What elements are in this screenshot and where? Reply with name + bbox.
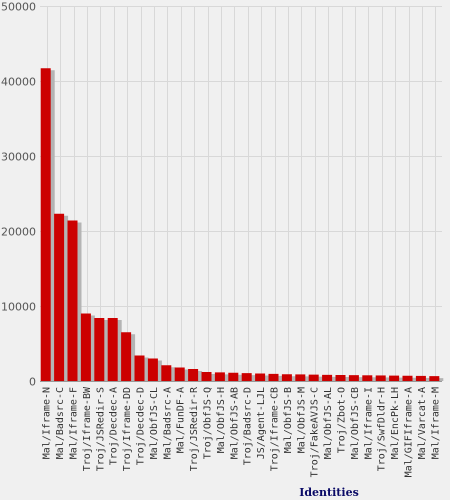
x-tick-label: Troj/SwfDldr-H: [377, 387, 388, 471]
x-tick-label: Mal/ObfJS-AL: [323, 387, 334, 459]
bar-mal-obfjs-cl[interactable]: [147, 358, 158, 382]
x-tick-label: Mal/Iframe-N: [42, 387, 53, 459]
bar-troj-zbot-o[interactable]: [335, 375, 346, 381]
bar-troj-badsrc-d[interactable]: [241, 373, 252, 381]
bar-mal-iframe-m[interactable]: [429, 376, 440, 381]
bar-troj-obfjs-q[interactable]: [201, 372, 212, 381]
bar-mal-obfjs-h[interactable]: [214, 372, 225, 381]
x-tick-label: Troj/FakeAVJS-C: [310, 387, 321, 477]
x-tick-label: Mal/ObfJS-CB: [350, 387, 361, 459]
x-tick-label: Troj/Zbot-O: [337, 387, 348, 453]
y-axis-ticks: 0 10000 20000 30000 40000 50000: [1, 1, 36, 389]
bar-mal-obfjs-cb[interactable]: [348, 375, 359, 381]
x-tick-label: Troj/JSRedir-S: [95, 387, 106, 471]
x-tick-label: Mal/ObfJS-CL: [149, 387, 160, 459]
bar-troj-iframe-cb[interactable]: [268, 373, 279, 381]
x-tick-label: Mal/Varcat-A: [417, 387, 428, 459]
x-tick-label: Mal/FunDF-A: [176, 387, 187, 453]
x-tick-label: Mal/Badsrc-C: [55, 387, 66, 459]
x-tick-label: Mal/ObfJS-B: [283, 387, 294, 453]
y-tick-label: 10000: [1, 301, 36, 314]
bar-mal-obfjs-ab[interactable]: [228, 372, 239, 381]
bar-mal-obfjs-m[interactable]: [295, 374, 306, 381]
bar-troj-jsredir-r[interactable]: [188, 369, 199, 381]
x-tick-label: Mal/GIFIframe-A: [404, 387, 415, 477]
bar-mal-iframe-n[interactable]: [40, 68, 51, 381]
x-tick-label: Troj/JSRedir-R: [189, 386, 200, 471]
bar-mal-badsrc-c[interactable]: [54, 213, 65, 381]
bar-mal-obfjs-b[interactable]: [281, 374, 292, 381]
x-tick-label: Mal/EncPk-LH: [390, 387, 401, 459]
bar-troj-iframe-bw[interactable]: [80, 313, 91, 382]
bar-mal-iframe-f[interactable]: [67, 220, 78, 382]
x-tick-label: Mal/Iframe-I: [363, 387, 374, 459]
bar-js-agent-ljl[interactable]: [255, 373, 266, 382]
x-tick-label: Mal/Iframe-M: [430, 387, 441, 459]
bar-mal-iframe-i[interactable]: [362, 375, 373, 381]
y-tick-label: 30000: [1, 151, 36, 164]
x-tick-label: Troj/Iframe-BW: [82, 386, 93, 471]
x-tick-label: Mal/Badsrc-A: [162, 387, 173, 459]
x-tick-label: Troj/Iframe-DD: [122, 387, 133, 471]
y-tick-label: 40000: [1, 76, 36, 89]
x-tick-label: Troj/Iframe-CB: [270, 387, 281, 471]
y-tick-label: 0: [29, 376, 36, 389]
x-tick-label: Troj/Decdec-A: [109, 387, 120, 465]
bars: [40, 68, 440, 382]
bar-troj-swfdldr-h[interactable]: [375, 375, 386, 381]
x-tick-label: Mal/ObfJS-M: [296, 387, 307, 453]
bar-shadows: [44, 70, 444, 381]
y-tick-label: 20000: [1, 226, 36, 239]
bar-troj-jsredir-s[interactable]: [94, 318, 105, 381]
x-tick-label: Troj/ObfJS-Q: [203, 387, 214, 459]
bar-troj-iframe-dd[interactable]: [121, 332, 132, 381]
bar-mal-obfjs-al[interactable]: [322, 374, 333, 381]
x-tick-label: Troj/Badsrc-D: [243, 387, 254, 465]
bar-mal-varcat-a[interactable]: [415, 375, 426, 381]
bar-mal-badsrc-a[interactable]: [161, 365, 172, 381]
x-tick-label: Mal/ObfJS-H: [216, 387, 227, 453]
grid-lines: [40, 6, 442, 382]
bar-troj-fakeavjs-c[interactable]: [308, 374, 319, 381]
y-tick-label: 50000: [1, 1, 36, 14]
x-tick-label: Troj/Decdec-D: [136, 387, 147, 465]
x-tick-label: Mal/Iframe-F: [69, 387, 80, 459]
bar-mal-fundf-a[interactable]: [174, 367, 185, 382]
bar-troj-decdec-a[interactable]: [107, 318, 118, 381]
x-tick-label: Mal/ObfJS-AB: [229, 387, 240, 459]
x-axis-ticks: Mal/Iframe-N Mal/Badsrc-C Mal/Iframe-F Troj…: [42, 386, 442, 477]
bar-troj-decdec-d[interactable]: [134, 355, 145, 382]
x-tick-label: JS/Agent-LJL: [256, 387, 267, 459]
bar-mal-encpk-lh[interactable]: [389, 375, 400, 381]
bar-mal-gififrame-a[interactable]: [402, 375, 413, 381]
x-axis-title: Identities: [299, 486, 359, 499]
